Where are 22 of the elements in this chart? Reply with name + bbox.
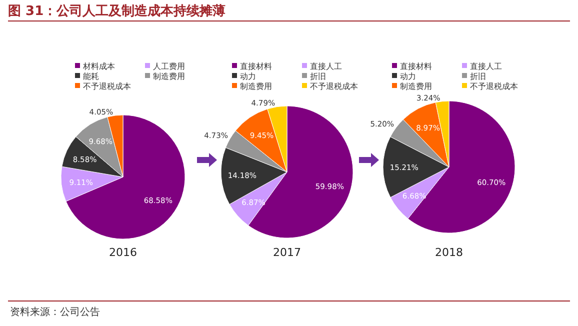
legend-label: 直接材料 xyxy=(240,62,272,71)
legend-label: 折旧 xyxy=(470,72,486,81)
legend-label: 材料成本 xyxy=(82,62,115,71)
legend-label: 人工费用 xyxy=(153,62,185,71)
legend-label: 直接材料 xyxy=(400,62,432,71)
text: 资料来源：公司公告 xyxy=(10,306,100,318)
legend-label: 不予退税成本 xyxy=(83,82,131,91)
legend-label: 折旧 xyxy=(310,72,326,81)
legend-label: 不予退税成本 xyxy=(470,82,518,91)
legend-label: 制造费用 xyxy=(153,72,185,81)
text: 2018 xyxy=(435,246,463,259)
legend-label: 能耗 xyxy=(83,72,99,81)
legend-label: 不予退税成本 xyxy=(310,82,358,91)
text: 2016 xyxy=(109,246,137,259)
legend-label: 直接人工 xyxy=(310,62,342,71)
chart-title: 图 31：公司人工及制造成本持续摊薄 xyxy=(8,3,226,19)
legend-label: 动力 xyxy=(400,72,416,81)
legend-label: 动力 xyxy=(240,72,256,81)
text: 2017 xyxy=(273,246,301,259)
legend-label: 制造费用 xyxy=(400,82,432,91)
legend-label: 直接人工 xyxy=(470,62,502,71)
legend-label: 制造费用 xyxy=(240,82,272,91)
